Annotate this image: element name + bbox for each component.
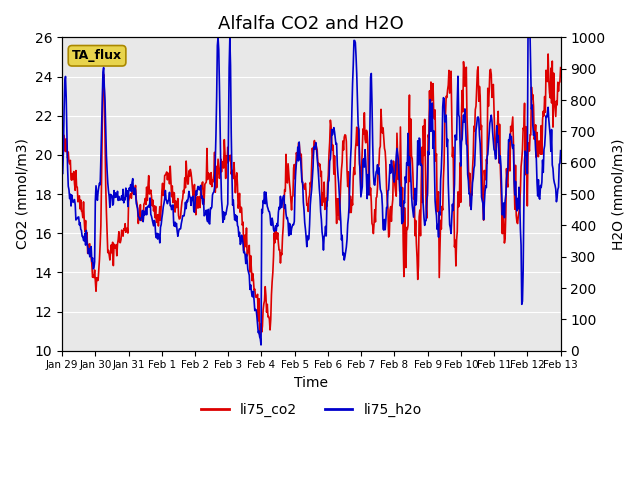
Y-axis label: H2O (mmol/m3): H2O (mmol/m3): [611, 138, 625, 250]
X-axis label: Time: Time: [294, 376, 328, 390]
Y-axis label: CO2 (mmol/m3): CO2 (mmol/m3): [15, 139, 29, 250]
Text: TA_flux: TA_flux: [72, 49, 122, 62]
Title: Alfalfa CO2 and H2O: Alfalfa CO2 and H2O: [218, 15, 404, 33]
Legend: li75_co2, li75_h2o: li75_co2, li75_h2o: [195, 397, 428, 422]
